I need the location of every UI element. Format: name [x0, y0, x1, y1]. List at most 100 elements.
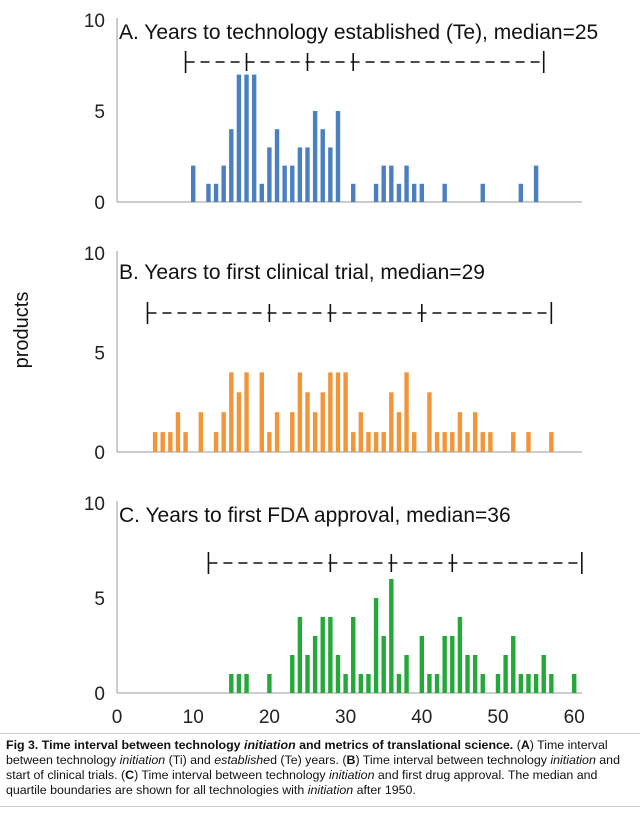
panel-a-title: A. Years to technology established (Te),… — [119, 21, 598, 44]
panel-c: 0 5 10 C. Years to first FDA approval, medi… — [84, 494, 583, 705]
panel-a-bar — [305, 147, 310, 202]
panel-b-bar — [229, 372, 234, 452]
panel-c-bar — [351, 617, 356, 693]
panel-c-bar — [381, 636, 386, 693]
panel-c-bar — [442, 636, 447, 693]
panel-b-bar — [198, 412, 204, 452]
panel-a-bar — [396, 183, 402, 202]
panel-b-bar — [244, 372, 249, 452]
panel-c-bar — [236, 674, 242, 693]
caption-text: d (Te) years. ( — [270, 753, 347, 767]
panel-c-bar — [427, 674, 432, 693]
panel-c-bar — [572, 674, 577, 693]
panel-a-bar — [290, 165, 295, 202]
x-tick-label: 0 — [112, 707, 123, 728]
caption-text: (Ti) and — [165, 753, 215, 767]
panel-a-bar — [533, 165, 539, 202]
panel-c-bar — [472, 655, 478, 693]
panel-c-bar — [434, 674, 440, 693]
panel-b-bar — [358, 412, 364, 452]
panel-a-bar — [419, 183, 424, 202]
panel-c-bar — [503, 655, 508, 693]
panel-b-bar — [381, 432, 386, 452]
panel-a-bar — [312, 111, 318, 202]
x-axis-tick-labels: 0 10 20 30 40 50 60 — [112, 707, 585, 728]
panel-c-bar — [457, 617, 463, 693]
caption-text: after 1950. — [353, 783, 416, 797]
caption-rule-bottom — [0, 806, 640, 807]
caption-text: and first drug approval. The median and … — [6, 768, 598, 797]
panel-b-bar — [236, 392, 242, 452]
panel-b-bar — [183, 432, 188, 452]
panel-c-bar — [312, 636, 318, 693]
panel-b: 0 5 10 B. Years to first clinical trial, me… — [84, 244, 582, 464]
caption-italic: initiation — [307, 783, 354, 797]
panel-a-bar — [320, 129, 325, 202]
panel-c-bar — [267, 674, 272, 693]
caption-title-italic: initiation — [244, 738, 296, 752]
panel-b-bar — [312, 412, 318, 452]
panel-c-title: C. Years to first FDA approval, median=3… — [119, 504, 511, 527]
panel-a-bar — [411, 183, 417, 202]
panel-c-bar — [320, 617, 325, 693]
panel-b-bar — [366, 432, 371, 452]
panel-c-bar — [465, 655, 470, 693]
panel-b-bar — [457, 412, 463, 452]
caption-italic: initiation — [119, 753, 166, 767]
panel-c-bar — [373, 598, 379, 693]
panel-b-bar — [526, 432, 531, 452]
panel-b-y-tick-label: 10 — [84, 244, 105, 265]
x-tick-label: 50 — [487, 707, 508, 728]
panel-a-bar — [259, 183, 264, 202]
panel-b-bar — [221, 412, 226, 452]
panel-b-bar — [152, 432, 158, 452]
panel-c-y-tick-label: 5 — [94, 589, 105, 610]
caption-italic: initiation — [329, 768, 375, 782]
panel-b-title: B. Years to first clinical trial, median… — [119, 261, 485, 284]
panel-a-bar — [251, 74, 257, 202]
panel-a-bar — [351, 183, 356, 202]
panel-a-bar — [221, 165, 226, 202]
panel-b-bar — [373, 432, 379, 452]
panel-b-bar — [411, 432, 417, 452]
panel-c-bar — [343, 674, 348, 693]
panel-b-bar — [434, 432, 440, 452]
caption-panel-letter-b: B — [346, 753, 356, 767]
panel-c-bar — [518, 674, 524, 693]
panel-b-bar — [511, 432, 516, 452]
panel-b-bar — [351, 432, 356, 452]
panel-c-bar — [533, 674, 539, 693]
panel-c-bar — [358, 674, 364, 693]
panel-a-bar — [229, 129, 234, 202]
panel-a-y-tick-label: 5 — [94, 102, 105, 123]
panel-b-bar — [305, 392, 310, 452]
panel-b-bar — [480, 432, 485, 452]
caption-panel-letter-a: A — [520, 738, 530, 752]
panel-c-bar — [511, 636, 516, 693]
panel-b-bar — [259, 372, 264, 452]
panel-a-y-tick-label: 10 — [84, 11, 105, 32]
panel-c-y-tick-label: 0 — [94, 684, 105, 705]
panel-c-bar — [526, 674, 531, 693]
panel-b-bar — [160, 432, 165, 452]
panel-a-bar — [335, 111, 341, 202]
caption-panel-letter-c: C — [125, 768, 135, 782]
x-tick-label: 40 — [411, 707, 432, 728]
panel-a-bar — [373, 183, 379, 202]
panel-a-bar — [328, 147, 333, 202]
caption-fig-label: Fig 3. — [6, 738, 39, 752]
x-tick-label: 60 — [564, 707, 585, 728]
panel-a-bar — [480, 183, 485, 202]
panel-b-bar — [404, 372, 409, 452]
panel-a-bar — [381, 165, 386, 202]
caption-text: ( — [513, 738, 521, 752]
panel-c-bar — [419, 636, 424, 693]
x-tick-label: 20 — [259, 707, 280, 728]
panel-a-bar — [244, 74, 249, 202]
panel-a-bar — [442, 183, 447, 202]
panel-a-bar — [191, 165, 196, 202]
figure-caption: Fig 3. Time interval between technology … — [6, 738, 634, 798]
panel-b-bar — [297, 372, 303, 452]
panel-c-bar — [495, 674, 501, 693]
panel-b-bar — [396, 412, 402, 452]
